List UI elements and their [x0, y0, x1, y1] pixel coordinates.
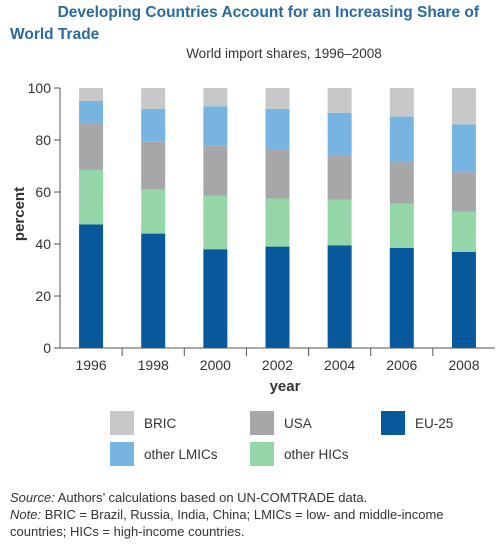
y-tick-label-60: 60	[35, 184, 51, 200]
bar-segment-usa-2004	[327, 155, 352, 200]
chart-title: Developing Countries Account for an Incr…	[10, 2, 495, 46]
bar-segment-bric-2000	[203, 88, 228, 107]
bar-segment-other-lmics-2006	[389, 116, 414, 163]
x-tick-label-2000: 2000	[200, 357, 231, 373]
y-tick-label-20: 20	[35, 288, 51, 304]
axes-group: 1996 1998 2000 2002 2004 2006 2008 0 20 40 60 80 100	[28, 80, 495, 373]
bar-segment-usa-2008	[451, 171, 476, 212]
bar-segment-usa-2002	[265, 149, 290, 199]
footnote-note-label: Note:	[10, 507, 42, 522]
legend-swatch-bric	[110, 411, 134, 435]
footnote: Source: Authors’ calculations based on U…	[10, 489, 490, 540]
bar-segment-bric-2008	[451, 88, 476, 125]
legend-item-bric: BRIC	[110, 411, 176, 435]
bar-segment-other-lmics-1998	[141, 108, 166, 142]
footnote-note-text: BRIC = Brazil, Russia, India, China; LMI…	[10, 507, 444, 539]
bar-segment-other-lmics-1996	[79, 101, 104, 124]
legend-swatch-usa	[250, 411, 274, 435]
y-tick-label-0: 0	[43, 340, 51, 356]
bar-segment-other-hics-1998	[141, 189, 166, 234]
bar-segment-bric-1996	[79, 88, 104, 101]
bar-segment-other-hics-1996	[79, 169, 104, 225]
x-tick-label-1998: 1998	[138, 357, 169, 373]
legend-label-bric: BRIC	[144, 415, 177, 431]
bar-segment-other-lmics-2004	[327, 112, 352, 156]
x-tick-label-2002: 2002	[262, 357, 293, 373]
footnote-note: Note: BRIC = Brazil, Russia, India, Chin…	[10, 506, 490, 540]
bar-segment-eu-25-1998	[141, 233, 166, 348]
bar-segment-other-hics-2004	[327, 199, 352, 246]
y-axis-label: percent	[11, 187, 28, 241]
bar-segment-usa-1998	[141, 141, 166, 190]
legend-swatch-other-hics	[250, 442, 274, 466]
footnote-source-text: Authors’ calculations based on UN-COMTRA…	[54, 490, 368, 505]
bar-segment-other-hics-2006	[389, 203, 414, 248]
legend-item-other-hics: other HICs	[250, 442, 349, 466]
bar-segment-eu-25-2000	[203, 249, 228, 348]
bar-segment-bric-2006	[389, 88, 414, 117]
footnote-source-label: Source:	[10, 490, 55, 505]
legend-label-other-lmics: other LMICs	[144, 446, 218, 462]
y-tick-label-100: 100	[28, 80, 52, 96]
bar-segment-other-lmics-2000	[203, 106, 228, 146]
bar-segment-other-hics-2000	[203, 195, 228, 250]
legend-label-other-hics: other HICs	[284, 446, 349, 462]
bar-segment-usa-2000	[203, 145, 228, 196]
bar-segment-eu-25-2004	[327, 245, 352, 348]
bar-segment-eu-25-2008	[451, 251, 476, 348]
bar-segment-eu-25-2002	[265, 246, 290, 348]
bar-segment-bric-2004	[327, 88, 352, 113]
x-tick-label-2006: 2006	[386, 357, 417, 373]
legend-item-other-lmics: other LMICs	[110, 442, 218, 466]
legend-item-usa: USA	[250, 411, 312, 435]
legend-label-eu25: EU-25	[415, 415, 454, 431]
bar-segment-other-hics-2008	[451, 211, 476, 252]
legend-item-eu25: EU-25	[381, 411, 453, 435]
bar-segment-other-hics-2002	[265, 198, 290, 247]
legend-swatch-other-lmics	[110, 442, 134, 466]
x-tick-label-1996: 1996	[75, 357, 106, 373]
bars-group	[79, 88, 476, 348]
x-tick-label-2008: 2008	[448, 357, 479, 373]
bar-segment-bric-1998	[141, 88, 166, 109]
bar-segment-usa-1996	[79, 123, 104, 170]
bar-segment-other-lmics-2002	[265, 108, 290, 150]
y-tick-label-80: 80	[35, 132, 51, 148]
bar-segment-usa-2006	[389, 162, 414, 204]
legend-swatch-eu25	[381, 411, 405, 435]
y-tick-label-40: 40	[35, 236, 51, 252]
stacked-bar-chart: 1996 1998 2000 2002 2004 2006 2008 0 20 40 60 80 100…	[11, 80, 495, 395]
legend-label-usa: USA	[284, 415, 312, 431]
bar-segment-eu-25-1996	[79, 224, 104, 348]
chart-title-line-1: Developing Countries Account for an Incr…	[57, 4, 479, 21]
x-tick-label-2004: 2004	[324, 357, 355, 373]
bar-segment-other-lmics-2008	[451, 124, 476, 172]
chart-title-line-2: World Trade	[10, 26, 100, 43]
x-axis-label: year	[270, 378, 301, 395]
footnote-source: Source: Authors’ calculations based on U…	[10, 489, 490, 506]
chart-subtitle: World import shares, 1996–2008	[186, 46, 382, 61]
bar-segment-eu-25-2006	[389, 247, 414, 348]
bar-segment-bric-2002	[265, 88, 290, 109]
